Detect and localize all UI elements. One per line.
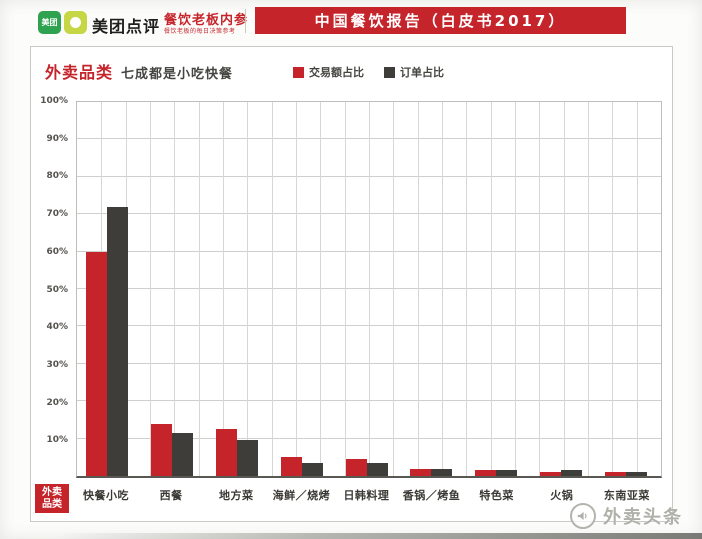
v-gridline <box>198 102 200 476</box>
plot-area <box>76 101 662 478</box>
bar-订单占比 <box>366 462 388 476</box>
v-gridline <box>150 102 151 476</box>
y-tick-label: 80% <box>46 171 68 182</box>
bar-交易额占比 <box>280 457 302 476</box>
bar-交易额占比 <box>215 429 237 476</box>
y-axis-labels: 100% 90% 80% 70% 60% 50% 40% 30% 20% 10% <box>31 96 73 478</box>
dianping-logo-dot <box>70 17 81 28</box>
category-slot <box>401 102 466 476</box>
sub-brand-name: 餐饮老板内参 <box>164 13 249 28</box>
v-gridline <box>563 102 565 476</box>
x-axis-title-box: 外卖 品类 <box>35 484 69 513</box>
category-label: 香锅／烤鱼 <box>402 489 461 502</box>
chart-title: 外卖品类 七成都是小吃快餐 <box>45 59 233 83</box>
category-label: 东南亚菜 <box>603 489 650 502</box>
category-label: 火锅 <box>550 489 574 502</box>
bar-订单占比 <box>236 440 258 476</box>
bar-交易额占比 <box>475 470 497 476</box>
meituan-logo-icon: 美团 <box>38 11 61 34</box>
category-slot <box>596 102 661 476</box>
bar-订单占比 <box>431 468 453 476</box>
bar-交易额占比 <box>605 472 627 476</box>
v-gridline <box>490 102 492 476</box>
bar-交易额占比 <box>540 472 562 476</box>
megaphone-icon <box>570 503 596 529</box>
v-gridline <box>320 102 322 476</box>
category-slot <box>272 102 337 476</box>
category-label: 日韩料理 <box>343 489 390 502</box>
dianping-logo-icon <box>64 11 87 34</box>
v-gridline <box>174 102 176 476</box>
v-gridline <box>271 102 273 476</box>
report-banner-title: 中国餐饮报告（白皮书2017） <box>255 7 626 34</box>
watermark: 外卖头条 <box>570 503 683 529</box>
v-gridline <box>393 102 395 476</box>
category-label: 特色菜 <box>479 489 514 502</box>
watermark-text: 外卖头条 <box>603 507 683 528</box>
bar-订单占比 <box>107 206 128 476</box>
sub-brand-tagline: 餐饮老板的每日决策参考 <box>164 28 236 35</box>
legend-swatch-orders <box>384 66 395 78</box>
v-gridline <box>296 102 297 476</box>
bar-订单占比 <box>561 470 583 476</box>
bar-交易额占比 <box>410 468 432 476</box>
bar-交易额占比 <box>86 251 107 476</box>
category-label: 地方菜 <box>218 489 254 502</box>
y-tick-label: 10% <box>46 435 68 446</box>
x-axis-title-line2: 品类 <box>42 498 62 510</box>
chart-title-highlight: 外卖品类 <box>45 63 114 82</box>
category-slot <box>466 102 531 476</box>
bar-订单占比 <box>626 472 648 476</box>
bar-订单占比 <box>496 470 518 476</box>
y-tick-label: 20% <box>46 397 68 408</box>
v-gridline <box>612 102 614 476</box>
bar-订单占比 <box>301 462 323 476</box>
legend-swatch-gmv <box>293 66 304 78</box>
category-labels: 快餐小吃 西餐 地方菜 海鲜／烧烤 日韩料理 香锅／烤鱼 特色菜 火锅 东南亚菜 <box>76 485 662 505</box>
v-gridline <box>466 102 468 476</box>
y-tick-label: 70% <box>46 209 68 220</box>
chart-title-rest: 七成都是小吃快餐 <box>121 67 234 82</box>
category-slot <box>142 102 207 476</box>
scan-artifact <box>0 533 702 539</box>
y-tick-label: 40% <box>46 322 68 333</box>
v-gridline <box>344 102 346 476</box>
x-axis-title-line1: 外卖 <box>42 486 62 498</box>
v-gridline <box>223 102 224 476</box>
legend-item-gmv: 交易额占比 <box>293 64 364 80</box>
v-gridline <box>539 102 541 476</box>
chart-legend: 交易额占比 订单占比 <box>293 64 444 80</box>
category-slot <box>77 102 142 476</box>
v-gridline <box>369 102 370 476</box>
category-label: 快餐小吃 <box>83 489 129 502</box>
legend-label-orders: 订单占比 <box>400 66 444 79</box>
v-gridline <box>247 102 249 476</box>
category-slot <box>531 102 596 476</box>
y-tick-label: 90% <box>46 133 68 144</box>
bar-订单占比 <box>171 433 193 476</box>
chart-frame: 外卖品类 七成都是小吃快餐 交易额占比 订单占比 100% 90% 80% 70% 60%… <box>30 46 673 522</box>
legend-item-orders: 订单占比 <box>384 64 444 80</box>
header-divider <box>245 9 246 33</box>
bar-交易额占比 <box>150 423 172 476</box>
y-tick-label: 50% <box>46 284 68 295</box>
bar-交易额占比 <box>345 459 367 476</box>
v-gridline <box>442 102 443 476</box>
y-tick-label: 30% <box>46 359 68 370</box>
v-gridline <box>417 102 419 476</box>
legend-label-gmv: 交易额占比 <box>309 66 364 79</box>
y-tick-label: 60% <box>46 246 68 257</box>
v-gridline <box>515 102 516 476</box>
category-slot <box>207 102 272 476</box>
category-label: 海鲜／烧烤 <box>272 489 331 502</box>
v-gridline <box>636 102 638 476</box>
brand-name: 美团点评 <box>92 17 161 36</box>
category-label: 西餐 <box>159 489 183 502</box>
y-tick-label: 100% <box>40 96 68 106</box>
category-slot <box>337 102 402 476</box>
v-gridline <box>588 102 589 476</box>
